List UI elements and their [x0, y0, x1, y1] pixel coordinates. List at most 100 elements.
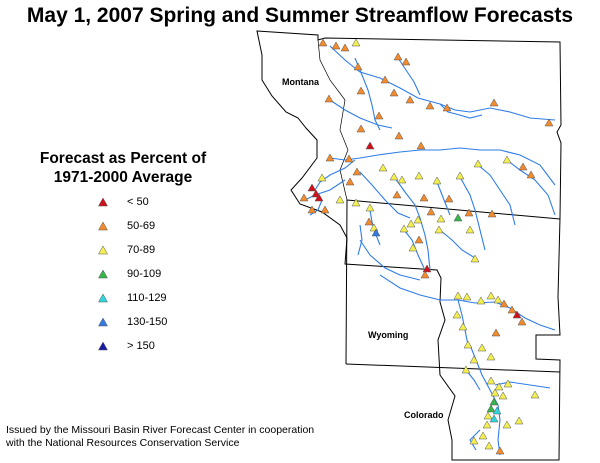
triangle-icon	[98, 245, 108, 255]
station-triangle-icon	[502, 155, 512, 164]
station-triangle-icon	[365, 203, 375, 212]
station-triangle-icon	[452, 310, 462, 319]
station-triangle-icon	[469, 436, 479, 445]
rivers	[304, 45, 556, 456]
credit-text: Issued by the Missouri Basin River Forec…	[6, 424, 314, 450]
station-triangle-icon	[526, 170, 536, 179]
station-triangle-icon	[453, 291, 463, 300]
station-triangle-icon	[518, 162, 528, 171]
station-triangle-icon	[483, 411, 493, 420]
station-triangle-icon	[399, 224, 409, 233]
state-label-colorado: Colorado	[404, 410, 444, 420]
station-triangle-icon	[345, 177, 355, 186]
basin-boundary	[256, 30, 562, 461]
station-triangle-icon	[453, 213, 463, 222]
station-triangle-icon	[335, 195, 345, 204]
triangle-icon	[98, 293, 108, 303]
legend-title: Forecast as Percent of 1971-2000 Average	[18, 149, 228, 187]
station-triangle-icon	[374, 111, 384, 120]
state-boundary-wy-west	[345, 199, 348, 365]
state-label-montana: Montana	[282, 77, 319, 87]
station-triangle-icon	[401, 57, 411, 66]
station-triangle-icon	[432, 176, 442, 185]
legend-title-line2: 1971-2000 Average	[53, 169, 193, 186]
station-triangle-icon	[413, 215, 423, 224]
station-triangle-icon	[393, 52, 403, 61]
station-triangle-icon	[356, 124, 366, 133]
station-triangle-icon	[458, 322, 468, 331]
station-triangle-icon	[352, 167, 362, 176]
station-triangle-icon	[353, 62, 363, 71]
station-triangle-icon	[324, 94, 334, 103]
station-triangle-icon	[351, 198, 361, 207]
legend-title-line1: Forecast as Percent of	[39, 150, 207, 167]
station-triangle-icon	[507, 305, 517, 314]
legend-label: > 150	[127, 340, 155, 352]
station-triangle-icon	[492, 406, 502, 415]
station-triangle-icon	[462, 292, 472, 301]
station-triangle-icon	[371, 228, 381, 237]
station-triangle-icon	[320, 205, 330, 214]
station-triangle-icon	[414, 235, 424, 244]
station-triangle-icon	[455, 171, 465, 180]
station-triangle-icon	[486, 352, 496, 361]
legend-label: 50-69	[127, 220, 156, 232]
station-triangle-icon	[502, 420, 512, 429]
station-triangle-icon	[498, 391, 508, 400]
station-triangle-icon	[365, 141, 375, 150]
station-triangle-icon	[397, 175, 407, 184]
credit-line1: Issued by the Missouri Basin River Forec…	[6, 424, 315, 436]
state-boundary-wy-co	[345, 363, 561, 373]
station-triangle-icon	[380, 75, 390, 84]
station-triangle-icon	[442, 103, 452, 112]
station-triangle-icon	[317, 173, 327, 182]
station-triangle-icon	[325, 153, 335, 162]
station-triangle-icon	[364, 217, 374, 226]
station-triangle-icon	[486, 291, 496, 300]
station-triangle-icon	[490, 388, 500, 397]
station-triangle-icon	[318, 38, 328, 47]
legend-label: 70-89	[127, 244, 156, 256]
station-triangle-icon	[378, 163, 388, 172]
station-triangle-icon	[487, 209, 497, 218]
station-triangle-icon	[512, 310, 522, 319]
station-triangle-icon	[426, 207, 436, 216]
station-triangle-icon	[478, 431, 488, 440]
station-triangle-icon	[494, 382, 504, 391]
station-triangle-icon	[476, 296, 486, 305]
station-triangle-icon	[406, 219, 416, 228]
station-triangle-icon	[465, 225, 475, 234]
triangle-icon	[98, 197, 108, 207]
station-triangle-icon	[514, 416, 524, 425]
station-triangle-icon	[495, 446, 505, 455]
station-triangle-icon	[486, 404, 496, 413]
station-triangle-icon	[420, 270, 430, 279]
station-triangle-icon	[344, 154, 354, 163]
triangle-icon	[98, 221, 108, 231]
station-triangle-icon	[484, 441, 494, 450]
station-triangle-icon	[482, 420, 492, 429]
station-triangle-icon	[470, 254, 480, 263]
station-triangle-icon	[469, 355, 479, 364]
station-triangle-icon	[464, 208, 474, 217]
station-triangle-icon	[389, 88, 399, 97]
station-triangle-icon	[416, 141, 426, 150]
triangle-icon	[98, 317, 108, 327]
station-triangle-icon	[299, 193, 309, 202]
station-triangle-icon	[422, 264, 432, 273]
station-triangle-icon	[434, 225, 444, 234]
legend-label: < 50	[127, 196, 149, 208]
station-triangle-icon	[444, 194, 454, 203]
station-triangle-icon	[489, 414, 499, 423]
station-triangle-icon	[499, 299, 509, 308]
station-triangle-icon	[503, 379, 513, 388]
station-triangle-icon	[473, 159, 483, 168]
station-triangle-icon	[489, 397, 499, 406]
state-boundary-mt-wy	[346, 199, 561, 220]
triangle-icon	[98, 341, 108, 351]
station-triangle-icon	[489, 98, 499, 107]
station-triangle-icon	[493, 295, 503, 304]
station-triangle-icon	[307, 183, 317, 192]
station-triangle-icon	[486, 376, 496, 385]
station-triangle-icon	[331, 41, 341, 50]
